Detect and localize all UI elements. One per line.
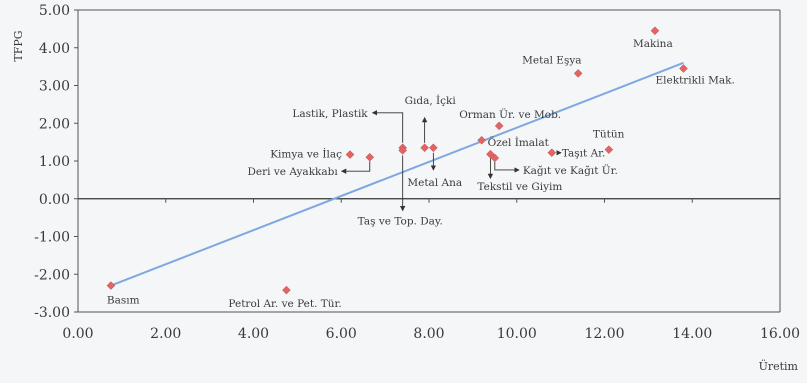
- y-tick-label: 0.00: [39, 192, 70, 208]
- x-tick-label: 16.00: [760, 326, 800, 342]
- leader-lastik: [371, 110, 404, 143]
- point-labels: Makina Metal Eşya Elektrikli Mak. Orman Ür.…: [107, 38, 735, 310]
- data-point: [494, 121, 504, 131]
- point-label: Gıda, İçki: [405, 93, 457, 107]
- data-point: [398, 146, 408, 155]
- x-tick-label: 10.00: [497, 326, 537, 342]
- x-tick-label: 0.00: [62, 326, 93, 342]
- point-label: Özel İmalat: [488, 135, 550, 149]
- x-tick-label: 8.00: [413, 326, 444, 342]
- y-tick-label: -3.00: [34, 305, 70, 321]
- point-label: Elektrikli Mak.: [655, 75, 734, 87]
- x-tick-label: 12.00: [584, 326, 624, 342]
- data-point: [106, 281, 116, 290]
- trendline: [110, 61, 684, 287]
- x-tick-label: 2.00: [150, 326, 181, 342]
- point-label: Makina: [633, 38, 673, 50]
- y-tick-label: 5.00: [39, 3, 70, 19]
- data-point: [282, 285, 291, 295]
- data-point: [477, 135, 487, 145]
- y-tick-label: 2.00: [39, 116, 70, 132]
- point-label: Lastik, Plastik: [292, 108, 368, 120]
- data-point: [345, 150, 355, 159]
- y-tick-label: 3.00: [39, 79, 70, 95]
- x-tick-label: 14.00: [672, 326, 712, 342]
- data-point: [573, 69, 583, 78]
- point-label: Basım: [107, 295, 140, 307]
- point-label: Petrol Ar. ve Pet. Tür.: [228, 298, 341, 310]
- axes: 5.00 4.00 3.00 2.00 1.00 0.00 -1.00 -2.00 -3.00 0…: [34, 3, 800, 342]
- point-label: Tütün: [593, 129, 625, 141]
- data-points: [106, 26, 688, 295]
- point-label: Metal Ana: [407, 177, 462, 189]
- leader-deri: [340, 161, 371, 174]
- point-label: Tekstil ve Giyim: [477, 181, 562, 193]
- point-label: Taş ve Top. Day.: [358, 215, 443, 227]
- data-point: [429, 143, 438, 153]
- point-label: Orman Ür. ve Mob.: [459, 107, 561, 121]
- data-point: [486, 149, 495, 159]
- x-axis-title: Üretim: [759, 359, 799, 373]
- data-point: [604, 145, 614, 155]
- point-label: Deri ve Ayakkabı: [248, 166, 339, 178]
- y-tick-label: -1.00: [34, 230, 70, 246]
- data-point: [547, 148, 557, 158]
- data-point: [365, 152, 375, 162]
- y-axis-title: TFPG: [12, 30, 25, 61]
- point-label: Metal Eşya: [522, 54, 581, 66]
- x-tick-label: 6.00: [326, 326, 357, 342]
- point-label: Taşıt Ar.: [562, 148, 606, 160]
- point-label: Kimya ve İlaç: [270, 147, 342, 161]
- data-point: [420, 143, 429, 153]
- data-point: [650, 26, 660, 36]
- data-point: [679, 64, 688, 73]
- leader-kagit: [494, 161, 520, 173]
- y-tick-label: 1.00: [39, 154, 70, 170]
- leader-lines: [340, 110, 562, 212]
- point-label: Kağıt ve Kağıt Ür.: [523, 163, 618, 177]
- y-tick-label: 4.00: [39, 41, 70, 57]
- y-tick-label: -2.00: [34, 267, 70, 283]
- trendline-group: [110, 61, 684, 287]
- x-tick-label: 4.00: [238, 326, 269, 342]
